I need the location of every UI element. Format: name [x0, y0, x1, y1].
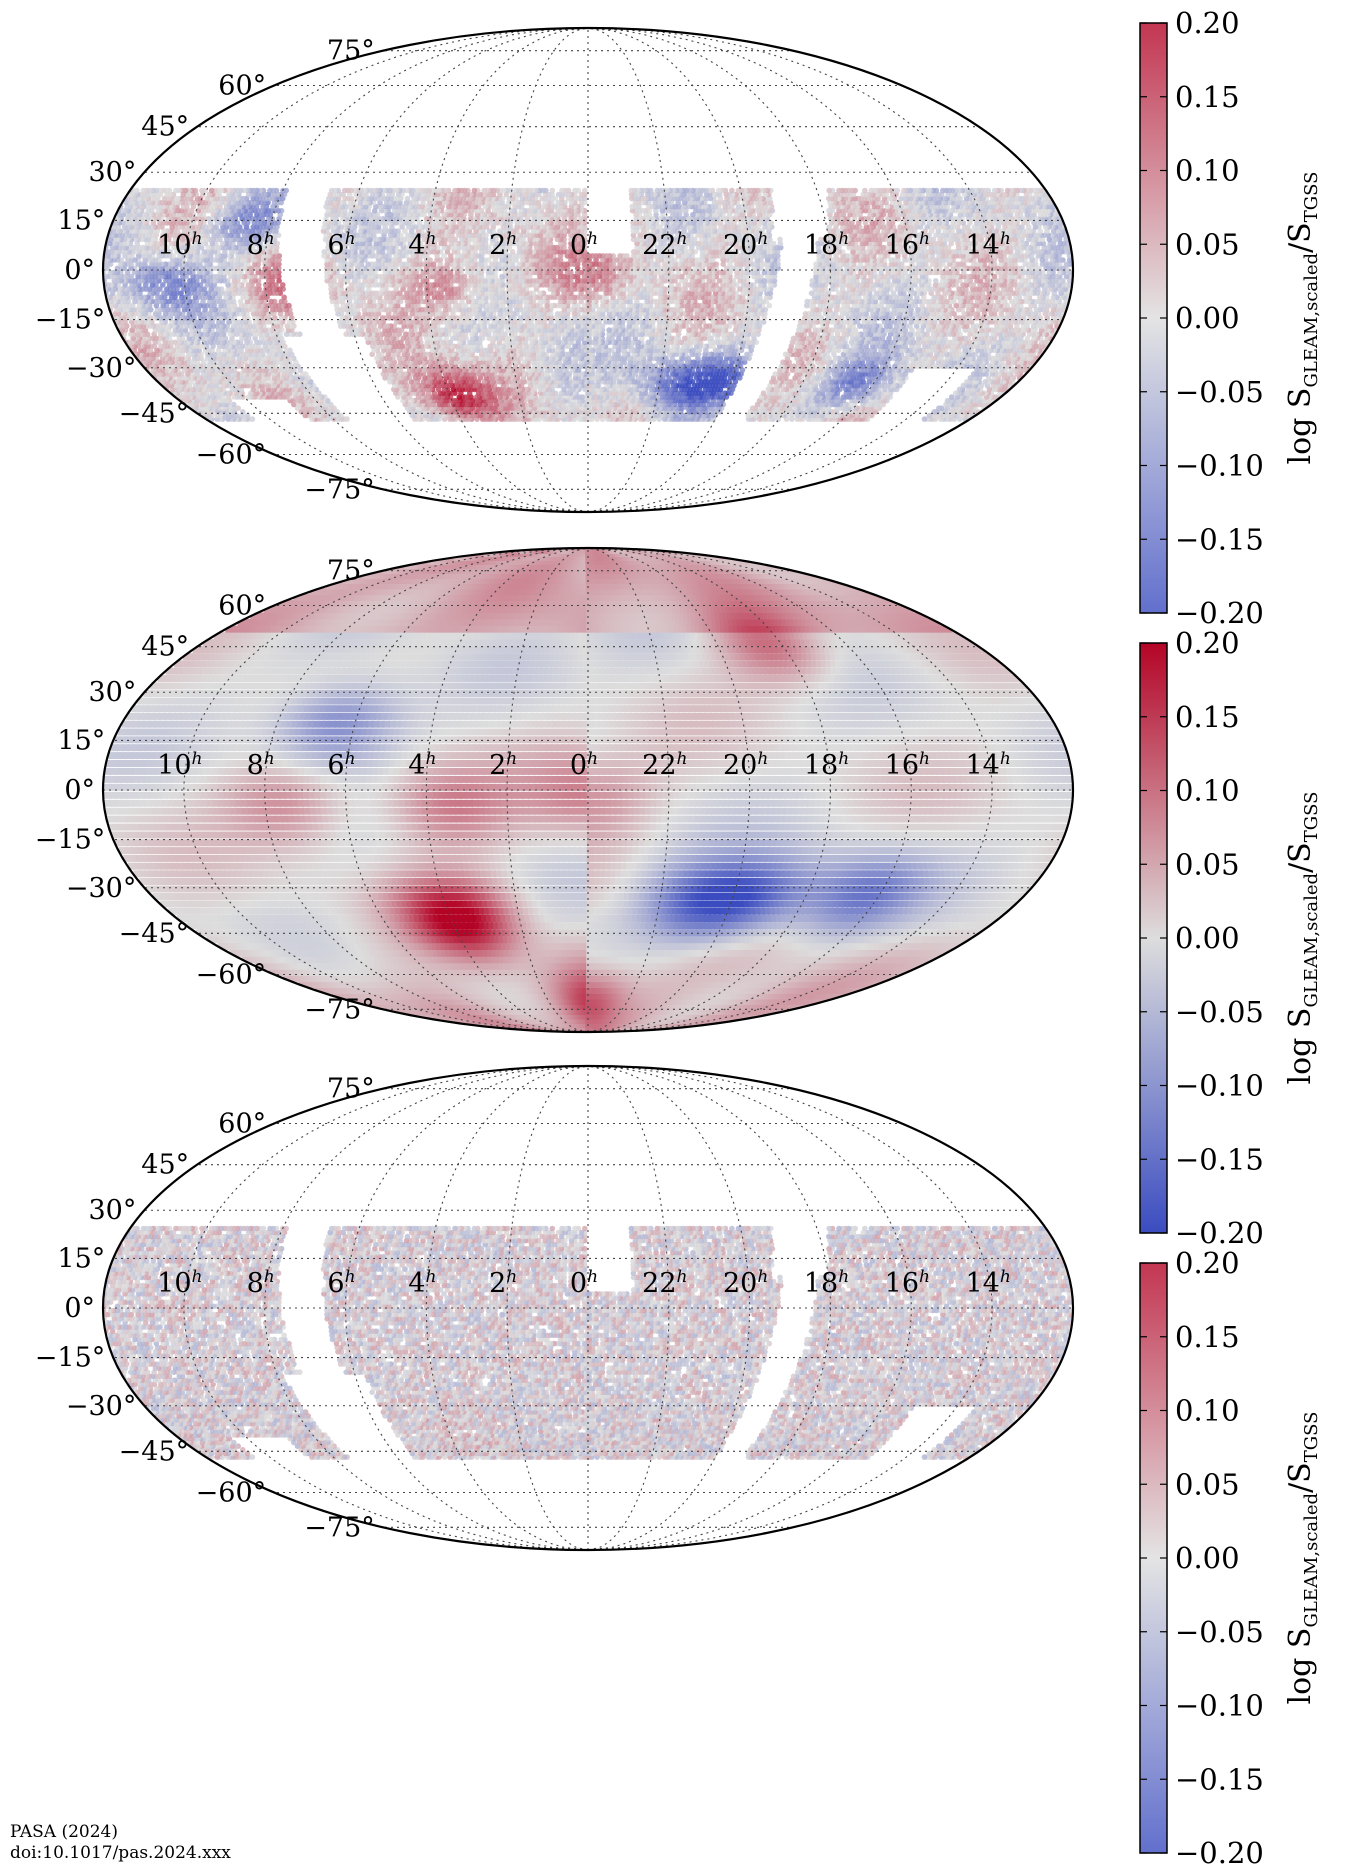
heat-cell — [936, 405, 942, 412]
heat-cell — [944, 397, 951, 404]
panel-1: 10h 8h 6h 4h 2h 0h 22h 20h 18h 16h 14h75°60°45°30°… — [35, 6, 1322, 630]
heatmap-cells — [103, 187, 1073, 422]
heat-cell — [926, 412, 933, 419]
heat-cell — [231, 401, 237, 408]
heat-cell — [744, 351, 750, 358]
heat-cell — [749, 405, 756, 412]
heat-cell — [681, 335, 688, 342]
heat-cell — [780, 359, 786, 366]
heat-cell — [760, 390, 767, 397]
heat-cell — [244, 412, 251, 419]
heat-cell — [782, 351, 789, 358]
heat-cell — [790, 335, 797, 342]
heat-cell — [921, 416, 928, 422]
heat-cell — [403, 331, 409, 338]
heat-cell — [772, 371, 778, 377]
heat-cell — [606, 327, 612, 333]
